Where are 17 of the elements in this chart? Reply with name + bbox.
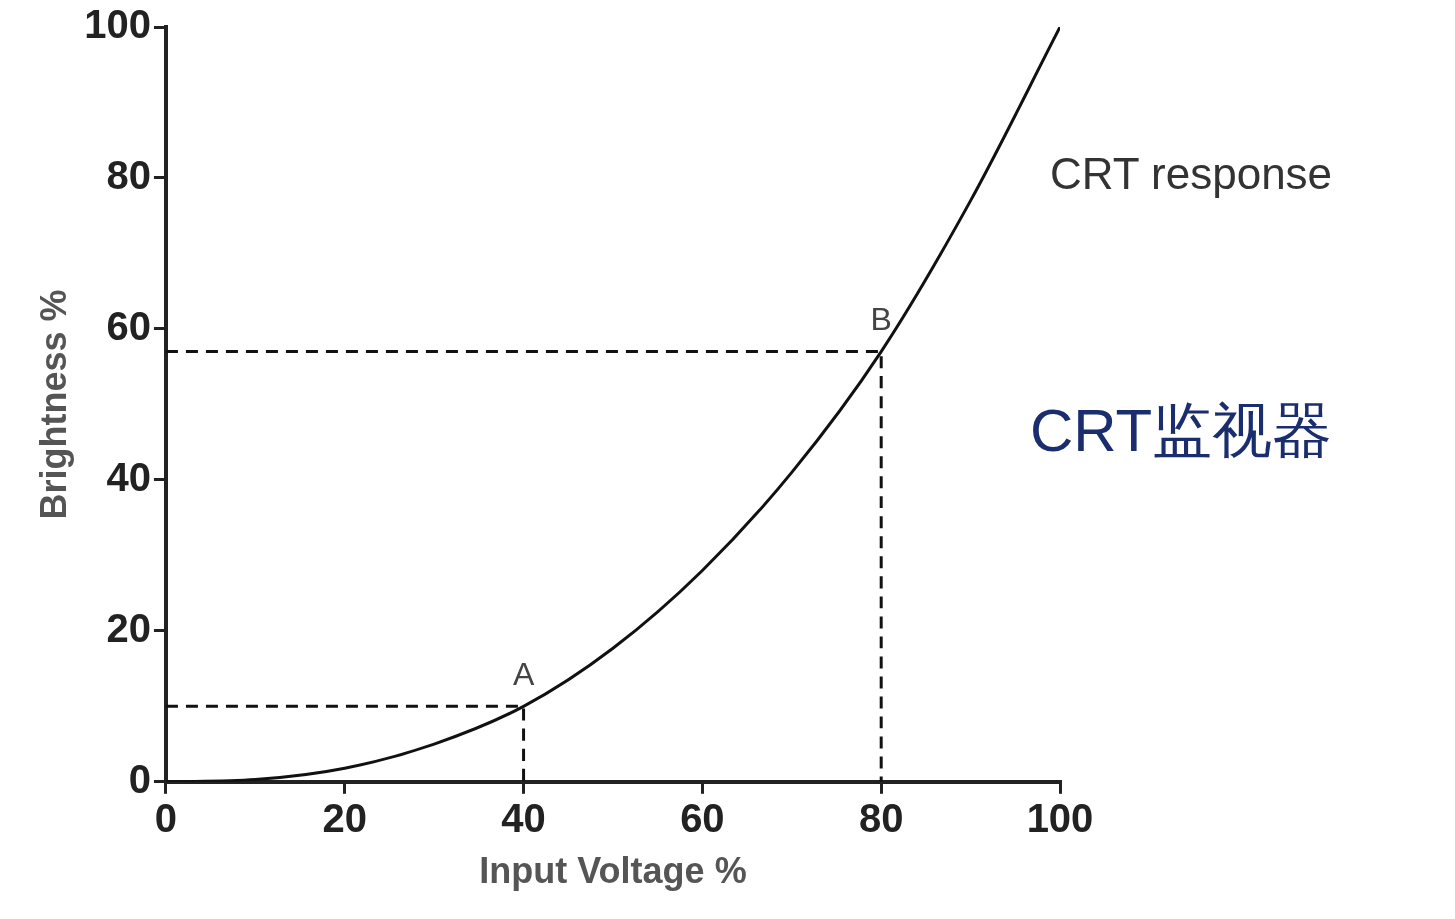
- y-tick-label: 0: [128, 756, 151, 801]
- x-tick-label: 20: [322, 795, 367, 840]
- y-tick-label: 60: [106, 303, 151, 348]
- y-tick-label: 40: [106, 454, 151, 499]
- annotation: B: [870, 301, 892, 338]
- y-tick-label: 20: [106, 605, 151, 650]
- annotation: A: [512, 656, 535, 693]
- series-label: CRT response: [1050, 149, 1333, 199]
- x-tick-label: 60: [680, 795, 725, 840]
- x-tick-label: 40: [501, 795, 546, 840]
- x-tick-label: 80: [858, 795, 904, 840]
- y-tick-label: 80: [106, 152, 151, 197]
- y-axis-title: Brightness %: [32, 289, 74, 520]
- annotation: CRT监视器: [1030, 396, 1333, 464]
- y-tick-label: 100: [84, 2, 151, 47]
- x-axis-title: Input Voltage %: [479, 850, 747, 892]
- x-tick-label: 100: [1026, 795, 1094, 840]
